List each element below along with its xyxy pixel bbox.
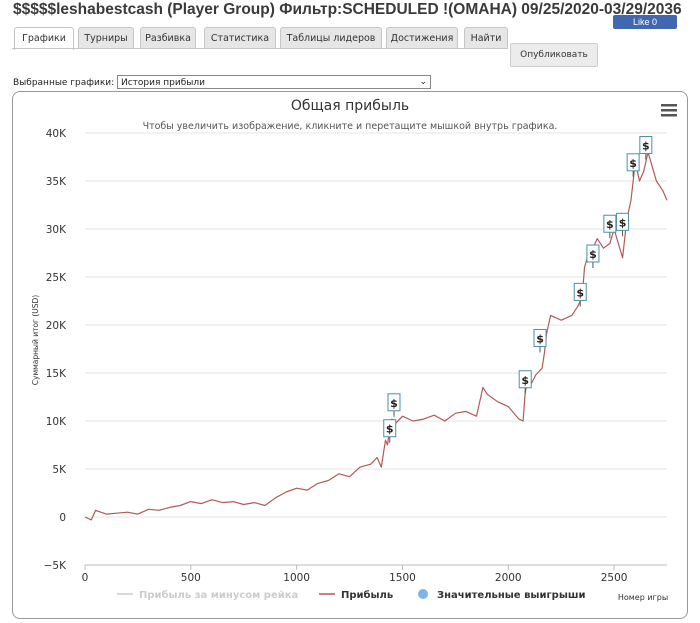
y-tick-label: 15K — [46, 368, 67, 380]
big-win-flag[interactable]: $ — [387, 393, 401, 417]
dollar-icon: $ — [576, 286, 584, 299]
chart-subtitle: Чтобы увеличить изображение, кликните и … — [143, 121, 558, 132]
tab-statistics[interactable]: Статистика — [204, 27, 276, 48]
big-win-flag[interactable]: $ — [586, 244, 600, 268]
big-win-flag[interactable]: $ — [573, 282, 587, 307]
big-win-flag[interactable]: $ — [639, 136, 653, 160]
x-tick-label: 0 — [82, 572, 89, 584]
x-tick-label: 500 — [181, 572, 201, 584]
tab-achievements[interactable]: Достижения — [386, 27, 458, 48]
legend-label: Прибыль — [341, 589, 393, 601]
y-tick-label: 0 — [59, 512, 66, 524]
y-tick-label: −5K — [44, 560, 67, 572]
dollar-icon: $ — [589, 248, 597, 261]
y-tick-label: 30K — [46, 224, 67, 236]
dollar-icon: $ — [606, 218, 614, 231]
y-tick-label: 10K — [46, 416, 67, 428]
chevron-down-icon: ⌄ — [419, 77, 427, 87]
tab-search[interactable]: Найти — [464, 27, 508, 48]
legend-label: Значительные выигрыши — [437, 590, 586, 601]
chart-selector-label: Выбранные графики: — [13, 78, 115, 88]
chart-select-value: История прибыли — [121, 78, 205, 88]
tab-tournaments[interactable]: Турниры — [78, 27, 134, 48]
dollar-icon: $ — [536, 332, 544, 345]
legend-item[interactable]: Прибыль за минусом рейка — [117, 589, 298, 601]
dollar-icon: $ — [521, 374, 529, 387]
big-win-flag[interactable]: $ — [533, 328, 547, 353]
big-win-flag[interactable]: $ — [518, 370, 532, 394]
facebook-like-button[interactable]: Like 0 — [613, 15, 677, 29]
hamburger-menu-icon[interactable] — [661, 104, 677, 117]
y-tick-label: 35K — [46, 176, 67, 188]
page-title: $$$$$leshabestcash (Player Group) Фильтр… — [13, 1, 682, 18]
y-tick-label: 20K — [46, 320, 67, 332]
legend-dot-icon — [418, 589, 428, 599]
chart-title: Общая прибыль — [291, 98, 409, 114]
y-tick-label: 25K — [46, 272, 67, 284]
x-tick-label: 2000 — [495, 572, 522, 584]
legend-label: Прибыль за минусом рейка — [139, 589, 298, 601]
chart-panel — [12, 91, 688, 619]
y-axis-label: Суммарный итог (USD) — [31, 295, 40, 386]
x-tick-label: 1000 — [283, 572, 310, 584]
dollar-icon: $ — [390, 397, 398, 410]
dollar-icon: $ — [386, 423, 394, 436]
dollar-icon: $ — [619, 216, 627, 229]
tab-breakdown[interactable]: Разбивка — [140, 27, 196, 48]
big-win-flag[interactable]: $ — [626, 153, 640, 177]
y-tick-label: 5K — [52, 464, 67, 476]
tab-leaderboards[interactable]: Таблицы лидеров — [280, 27, 382, 48]
x-tick-label: 1500 — [389, 572, 416, 584]
big-win-flag[interactable]: $ — [616, 212, 630, 237]
x-tick-label: 2500 — [601, 572, 628, 584]
x-axis-label: Номер игры — [618, 593, 668, 602]
chart-select[interactable]: История прибыли ⌄ — [117, 75, 431, 89]
big-win-flag[interactable]: $ — [603, 214, 617, 239]
profit-series-line[interactable] — [84, 151, 668, 521]
dollar-icon: $ — [642, 140, 650, 153]
y-tick-label: 40K — [46, 128, 67, 140]
dollar-icon: $ — [629, 157, 637, 170]
legend: Прибыль за минусом рейка Прибыль Значитель… — [117, 589, 586, 601]
legend-item[interactable]: Прибыль — [319, 589, 393, 601]
tab-divider — [12, 48, 508, 49]
tab-graphs[interactable]: Графики — [14, 27, 74, 50]
legend-item[interactable]: Значительные выигрыши — [418, 589, 586, 601]
big-win-flag[interactable]: $ — [383, 419, 397, 443]
publish-button[interactable]: Опубликовать — [510, 43, 598, 67]
